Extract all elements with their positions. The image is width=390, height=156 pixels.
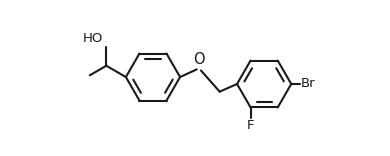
- Text: O: O: [193, 52, 205, 67]
- Text: Br: Br: [301, 78, 315, 90]
- Text: HO: HO: [83, 32, 103, 45]
- Text: F: F: [247, 119, 254, 132]
